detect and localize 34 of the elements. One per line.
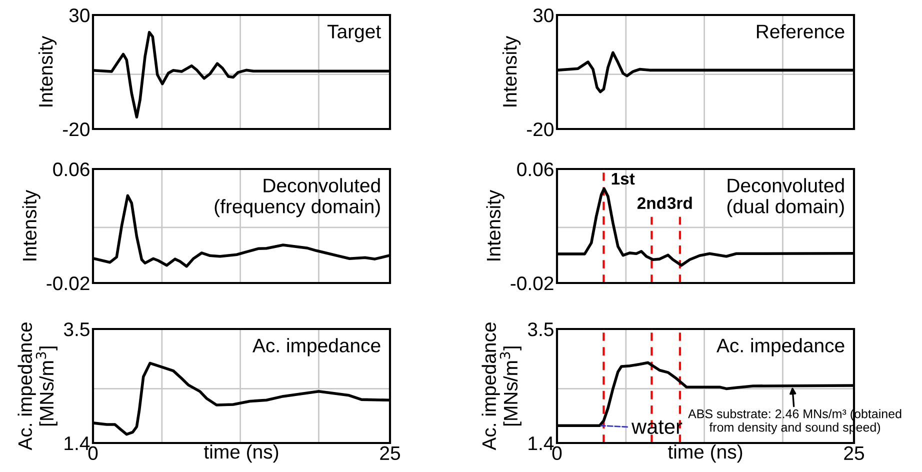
ref-line-label: 2nd: [637, 196, 666, 210]
annotation: water: [631, 420, 682, 434]
y-axis-title: Intensity: [502, 36, 521, 106]
y-tick-label: 1.4: [528, 436, 554, 450]
chart-title: Target: [328, 24, 381, 42]
y-tick-label: 1.4: [64, 436, 90, 450]
x-tick-label: 0: [552, 446, 562, 460]
y-tick-label: -20: [526, 122, 554, 136]
x-tick-label: 25: [844, 446, 864, 460]
y-tick-label: 3.5: [528, 322, 554, 336]
x-axis-title: time (ns): [668, 444, 742, 463]
y-tick-label: -0.02: [46, 276, 90, 290]
y-tick-label: 30: [69, 8, 90, 22]
chart-title: Reference: [756, 24, 844, 38]
y-tick-label: 3.5: [64, 322, 90, 336]
chart-title: Ac. impedance: [716, 338, 844, 356]
x-tick-label: 0: [88, 446, 98, 460]
y-tick-label: -20: [62, 122, 90, 136]
y-axis-title: Intensity: [486, 190, 504, 260]
y-tick-label: 30: [533, 8, 554, 22]
text: Deconvoluted (dual domain): [727, 178, 844, 218]
ref-line-label: 1st: [612, 173, 635, 185]
x-tick-label: 25: [380, 446, 400, 460]
y-tick-label: 0.06: [517, 162, 554, 176]
x-axis-title: time (ns): [204, 444, 278, 463]
y-axis-title: Intensity: [22, 190, 40, 260]
ref-line-label: 3rd: [667, 196, 692, 210]
y-axis-title: Intensity: [38, 36, 57, 106]
y-tick-label: 0.06: [53, 162, 90, 176]
y-tick-label: -0.02: [510, 276, 554, 290]
text: Deconvoluted (frequency domain): [214, 178, 380, 218]
chart-title: Ac. impedance: [252, 338, 380, 356]
y-axis-title: Ac. impedance [MNs/m$^{3}$]: [18, 322, 58, 450]
y-axis-title: Ac. impedance [MNs/m$^{3}$]: [482, 322, 522, 450]
